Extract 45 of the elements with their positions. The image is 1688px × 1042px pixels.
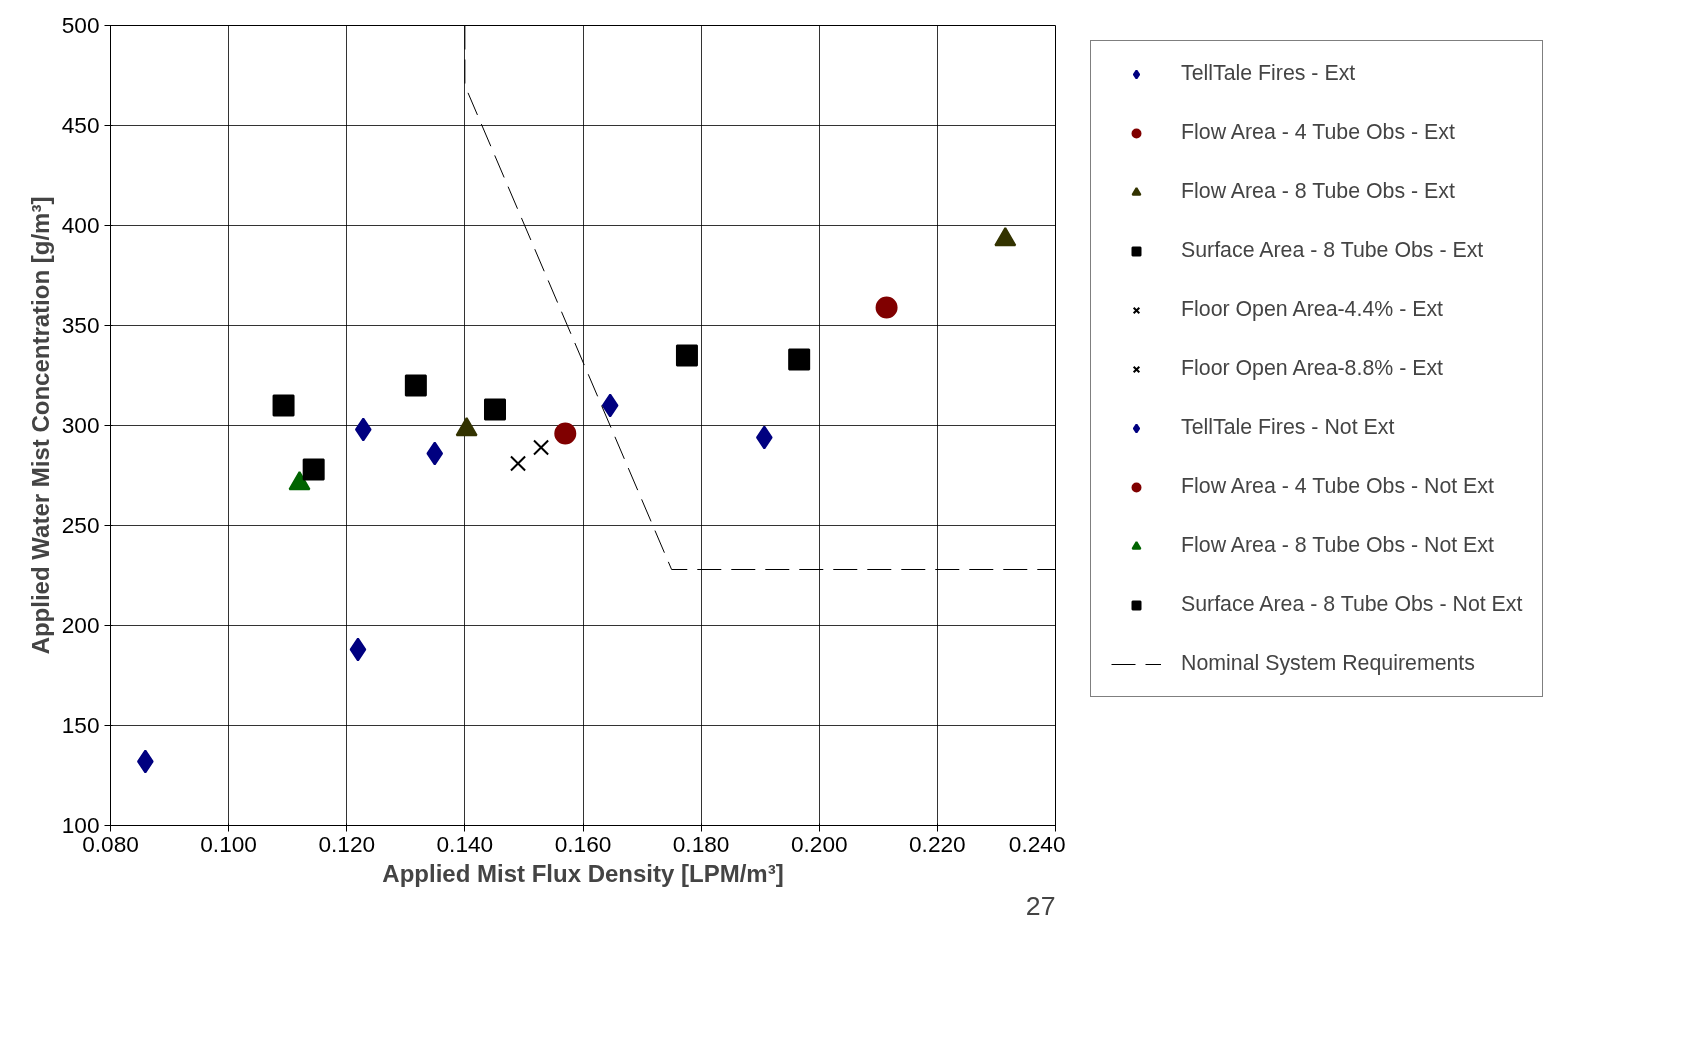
point [601, 393, 619, 418]
point [426, 441, 444, 466]
point [675, 344, 698, 367]
x-tick-label: 0.220 [909, 830, 966, 857]
legend-label: Surface Area - 8 Tube Obs - Ext [1181, 238, 1484, 263]
y-tick-label: 350 [61, 312, 100, 338]
x-tick-label: 0.200 [790, 830, 848, 857]
point [755, 425, 773, 450]
x-axis-title: Applied Mist Flux Density [LPM/m³] [382, 859, 784, 887]
y-tick-label: 400 [61, 212, 100, 238]
point [484, 398, 506, 421]
x-tick-label: 0.140 [436, 830, 494, 857]
point [404, 374, 427, 397]
legend-label: Nominal System Requirements [1181, 651, 1475, 676]
legend-label: Flow Area - 8 Tube Obs - Ext [1181, 179, 1455, 204]
x-tick-label: 0.100 [200, 830, 257, 857]
text: 27 [1025, 890, 1056, 921]
point [354, 417, 372, 442]
legend-label: TellTale Fires - Not Ext [1181, 415, 1395, 440]
point [509, 455, 527, 472]
point [875, 296, 898, 319]
legend-label: Flow Area - 4 Tube Obs - Ext [1181, 120, 1455, 145]
legend-label: TellTale Fires - Ext [1181, 61, 1356, 86]
point [788, 348, 811, 371]
legend-label: Flow Area - 8 Tube Obs - Not Ext [1181, 533, 1494, 558]
y-tick-label: 500 [61, 12, 100, 38]
y-tick-label: 450 [61, 112, 100, 138]
legend-label: Flow Area - 4 Tube Obs - Not Ext [1181, 474, 1494, 499]
point [554, 422, 577, 445]
y-tick-label: 200 [61, 612, 100, 638]
point [349, 637, 367, 662]
x-tick-label: 0.120 [318, 830, 376, 857]
legend-label: Surface Area - 8 Tube Obs - Not Ext [1181, 592, 1523, 617]
y-tick-label: 150 [61, 712, 100, 738]
x-tick-label: 0.240 [1008, 830, 1066, 857]
x-tick-label: 0.180 [672, 830, 730, 857]
y-tick-label: 250 [61, 512, 100, 538]
y-axis-title: Applied Water Mist Concentration [g/m³] [26, 196, 54, 655]
point [532, 439, 550, 456]
y-tick-label: 300 [61, 412, 100, 438]
point [302, 458, 325, 481]
x-tick-label: 0.160 [554, 830, 612, 857]
legend-label: Floor Open Area-4.4% - Ext [1181, 297, 1443, 322]
legend-label: Floor Open Area-8.8% - Ext [1181, 356, 1443, 381]
point [272, 394, 295, 417]
